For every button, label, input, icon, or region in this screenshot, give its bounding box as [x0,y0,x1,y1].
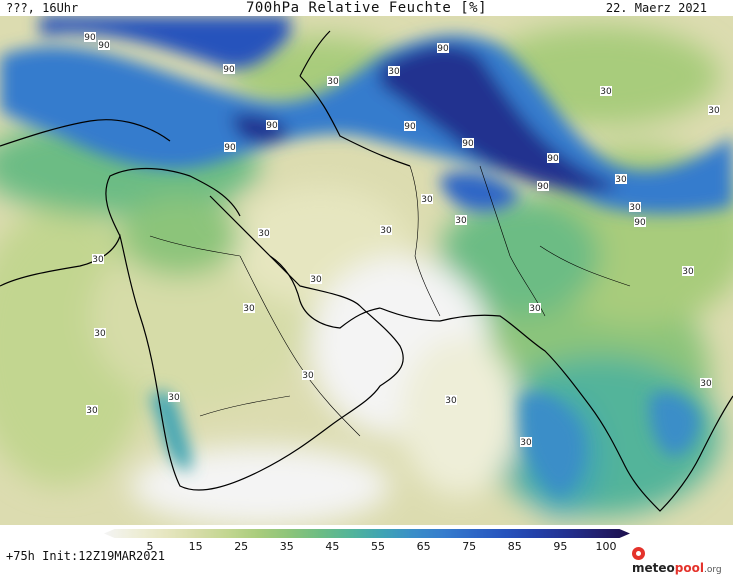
contour-label-box [600,86,612,96]
contour-label-box [92,254,104,264]
legend-tick-label: 100 [595,540,617,553]
contour-label-box [529,303,541,313]
contour-label: 90 [404,122,416,132]
legend-colorbar [104,529,630,538]
contour-label: 30 [615,175,627,185]
contour-label-box [520,437,532,447]
contour-label: 90 [84,33,96,43]
contour-label-box [98,40,110,50]
contour-label-box [94,328,106,338]
contour-label: 30 [258,229,270,239]
contour-label-box [445,395,457,405]
contour-label: 30 [302,371,314,381]
forecast-time: ???, 16Uhr [6,1,79,15]
forecast-date: 22. Maerz 2021 [605,1,707,15]
contour-label: 30 [600,87,612,97]
contour-label: 90 [224,143,236,153]
map-title: 700hPa Relative Feuchte [%] [245,0,488,16]
contour-label: 30 [94,329,106,339]
contour-label-box [462,138,474,148]
country-borders [149,165,631,437]
contour-label: 30 [92,255,104,265]
contour-label: 90 [266,121,278,131]
contour-label-box [86,405,98,415]
contour-label: 30 [421,195,433,205]
contour-label: 30 [388,67,400,77]
contour-label-box [629,202,641,212]
contour-label-box [700,378,712,388]
contour-label-box [421,194,433,204]
contour-label: 30 [243,304,255,314]
contour-label-box [258,228,270,238]
legend-tick-label: 65 [416,540,431,553]
contour-label-box [380,225,392,235]
legend-tick-label: 95 [553,540,568,553]
legend-tick-label: 5 [146,540,154,553]
contour-label-box [310,274,322,284]
contour-label: 90 [547,154,559,164]
contour-label: 90 [437,44,449,54]
contour-label-box [455,215,467,225]
contour-label: 90 [223,65,235,75]
contour-label-box [327,76,339,86]
legend-tick-label: 15 [188,540,203,553]
contour-label: 30 [327,77,339,87]
contour-label: 30 [629,203,641,213]
contour-label: 90 [462,139,474,149]
contour-label-box [302,370,314,380]
legend-tick-label: 35 [279,540,294,553]
contour-label-box [615,174,627,184]
coastlines [0,30,733,512]
contour-label-box [437,43,449,53]
contour-label-box [547,153,559,163]
contour-label: 30 [529,304,541,314]
legend-tick-label: 25 [234,540,249,553]
contour-label-box [634,217,646,227]
contour-label: 90 [98,41,110,51]
contour-label-box [708,105,720,115]
contour-label-box [388,66,400,76]
contour-label: 90 [537,182,549,192]
model-run-info: +75h Init:12Z19MAR2021 [6,549,165,563]
contour-label-box [682,266,694,276]
contour-label: 30 [455,216,467,226]
contour-label: 30 [708,106,720,116]
contour-label: 90 [634,218,646,228]
contour-label: 30 [700,379,712,389]
contour-label-box [84,32,96,42]
humid-band [0,16,733,496]
contour-label-box [404,121,416,131]
meteopool-logo-icon [632,547,645,560]
contour-label: 30 [310,275,322,285]
meteopool-logo[interactable]: meteopool.org [632,547,733,575]
contour-label: 30 [86,406,98,416]
contour-label-box [537,181,549,191]
contour-label: 30 [168,393,180,403]
legend-tick-label: 55 [371,540,385,553]
legend-tick-label: 45 [325,540,340,553]
contour-label-box [224,142,236,152]
contour-label-box [243,303,255,313]
contour-label-box [266,120,278,130]
contour-label: 30 [445,396,457,406]
legend-tick-label: 75 [462,540,477,553]
legend-tick-label: 85 [507,540,522,553]
contour-label-box [168,392,180,402]
contour-label: 30 [380,226,392,236]
contour-label: 30 [520,438,532,448]
contour-label: 30 [682,267,694,277]
contour-label-box [223,64,235,74]
legend-ticks: 5 15 25 35 45 55 65 75 85 95 100 [0,540,733,554]
